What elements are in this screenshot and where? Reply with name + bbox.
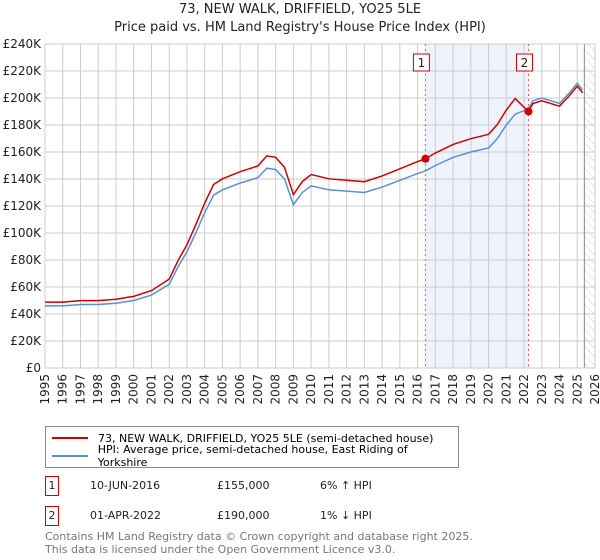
sale-label: 2 <box>521 56 529 70</box>
sale-point <box>524 107 533 116</box>
x-tick-label: 2024 <box>553 374 567 405</box>
chart: £0 £20K £40K £60K £80K £100K £120K £140K £160K £1… <box>3 37 600 405</box>
x-tick-label: 2023 <box>535 374 549 405</box>
sale-label-box <box>515 53 533 72</box>
y-tick-label: £220K <box>3 64 43 78</box>
y-tick-label: £140K <box>3 172 43 186</box>
y-tick-label: £200K <box>3 91 43 105</box>
y-tick-label: £60K <box>10 280 42 294</box>
legend-hpi: HPI: Average price, semi-detached house,… <box>97 443 408 469</box>
chart-subtitle: Price paid vs. HM Land Registry's House … <box>114 20 486 35</box>
sale-badge: 1 <box>45 476 59 496</box>
footer-line-1: Contains HM Land Registry data © Crown c… <box>45 530 473 543</box>
x-tick-label: 2016 <box>411 374 425 405</box>
x-tick-label: 2010 <box>304 374 318 405</box>
x-tick-label: 2000 <box>127 374 141 405</box>
y-tick-label: £100K <box>3 226 43 240</box>
hpi-line <box>45 81 584 307</box>
x-tick-label: 2003 <box>180 374 194 405</box>
x-tick-label: 2005 <box>215 374 229 405</box>
sale-badge: 2 <box>45 506 59 526</box>
y-tick-label: £120K <box>3 199 43 213</box>
sale-date: 10-JUN-2016 <box>90 479 161 492</box>
plot-frame <box>44 43 596 369</box>
x-tick-label: 1998 <box>91 374 105 405</box>
legend: 73, NEW WALK, DRIFFIELD, YO25 5LE (semi-… <box>45 426 459 469</box>
x-tick-label: 2001 <box>144 374 158 405</box>
y-tick-label: £180K <box>3 118 43 132</box>
y-tick-label: £80K <box>10 253 42 267</box>
y-tick-label: £160K <box>3 145 43 159</box>
property-line <box>45 84 584 303</box>
x-tick-label: 1995 <box>38 374 52 405</box>
x-tick-label: 2004 <box>198 374 212 405</box>
x-tick-label: 2011 <box>322 374 336 405</box>
x-tick-label: 2002 <box>162 374 176 405</box>
footer: Contains HM Land Registry data © Crown c… <box>45 530 473 556</box>
x-tick-label: 2020 <box>482 374 496 405</box>
x-tick-label: 1999 <box>109 374 123 405</box>
x-tick-label: 2025 <box>570 374 584 405</box>
x-tick-label: 2009 <box>286 374 300 405</box>
x-tick-label: 2012 <box>340 374 354 405</box>
x-tick-label: 2013 <box>357 374 371 405</box>
x-tick-label: 1997 <box>73 374 87 405</box>
y-tick-label: £0 <box>26 361 41 375</box>
legend-property: 73, NEW WALK, DRIFFIELD, YO25 5LE (semi-… <box>98 431 434 445</box>
x-tick-label: 2015 <box>393 374 407 405</box>
legend-blue-line <box>52 455 88 457</box>
x-tick-label: 2008 <box>269 374 283 405</box>
sale-label: 1 <box>418 56 426 70</box>
chart-title: 73, NEW WALK, DRIFFIELD, YO25 5LE <box>178 2 422 17</box>
x-tick-label: 2018 <box>446 374 460 405</box>
legend-red-line <box>52 437 88 439</box>
sale-price: £190,000 <box>217 509 270 522</box>
sale-hpi-note: 1% ↓ HPI <box>320 509 372 522</box>
x-tick-label: 2021 <box>499 374 513 405</box>
x-tick-label: 2014 <box>375 374 389 405</box>
y-tick-label: £40K <box>10 307 42 321</box>
y-tick-label: £240K <box>3 37 43 51</box>
x-tick-label: 2007 <box>251 374 265 405</box>
x-tick-label: 2022 <box>517 374 531 405</box>
x-tick-label: 2006 <box>233 374 247 405</box>
sale-price: £155,000 <box>217 479 270 492</box>
x-tick-label: 2017 <box>428 374 442 405</box>
x-tick-label: 1996 <box>56 374 70 405</box>
x-tick-label: 2026 <box>588 374 600 405</box>
sale-hpi-note: 6% ↑ HPI <box>320 479 372 492</box>
x-tick-label: 2019 <box>464 374 478 405</box>
sale-label-box <box>412 53 430 72</box>
y-tick-label: £20K <box>10 334 42 348</box>
sale-point <box>421 154 430 163</box>
footer-line-2: This data is licensed under the Open Gov… <box>45 543 396 556</box>
sale-date: 01-APR-2022 <box>90 509 162 522</box>
